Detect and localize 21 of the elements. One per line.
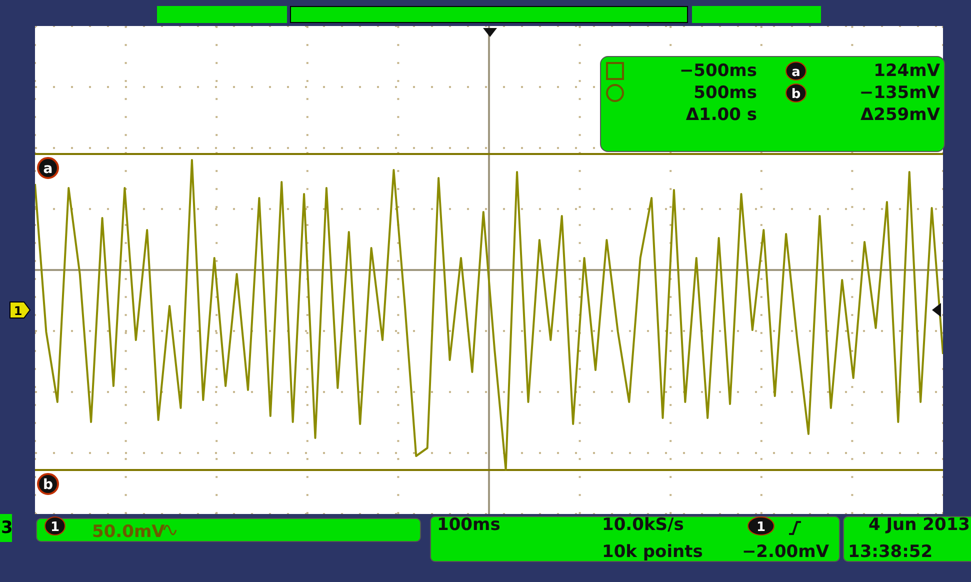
- text: 1: [756, 520, 766, 535]
- ref-line-label: b: [42, 477, 54, 493]
- text: −135mV: [859, 83, 941, 103]
- text: 10k points: [602, 542, 703, 562]
- text: −500ms: [679, 61, 757, 81]
- text: 3: [1, 518, 13, 538]
- text: 10.0kS/s: [602, 515, 684, 535]
- text: 124mV: [874, 61, 941, 81]
- text: 1: [14, 304, 22, 318]
- text: Δ259mV: [860, 105, 941, 125]
- text: a: [792, 65, 800, 80]
- text: 100ms: [437, 515, 500, 535]
- text: 50.0mV: [92, 522, 166, 542]
- text: 4 Jun 2013: [868, 515, 970, 535]
- text: 13:38:52: [848, 542, 933, 562]
- text: −2.00mV: [742, 542, 830, 562]
- text: 1: [50, 520, 60, 535]
- text: b: [791, 87, 801, 102]
- text: Δ1.00 s: [686, 105, 757, 125]
- ref-line-label: a: [43, 161, 53, 177]
- text: 500ms: [694, 83, 757, 103]
